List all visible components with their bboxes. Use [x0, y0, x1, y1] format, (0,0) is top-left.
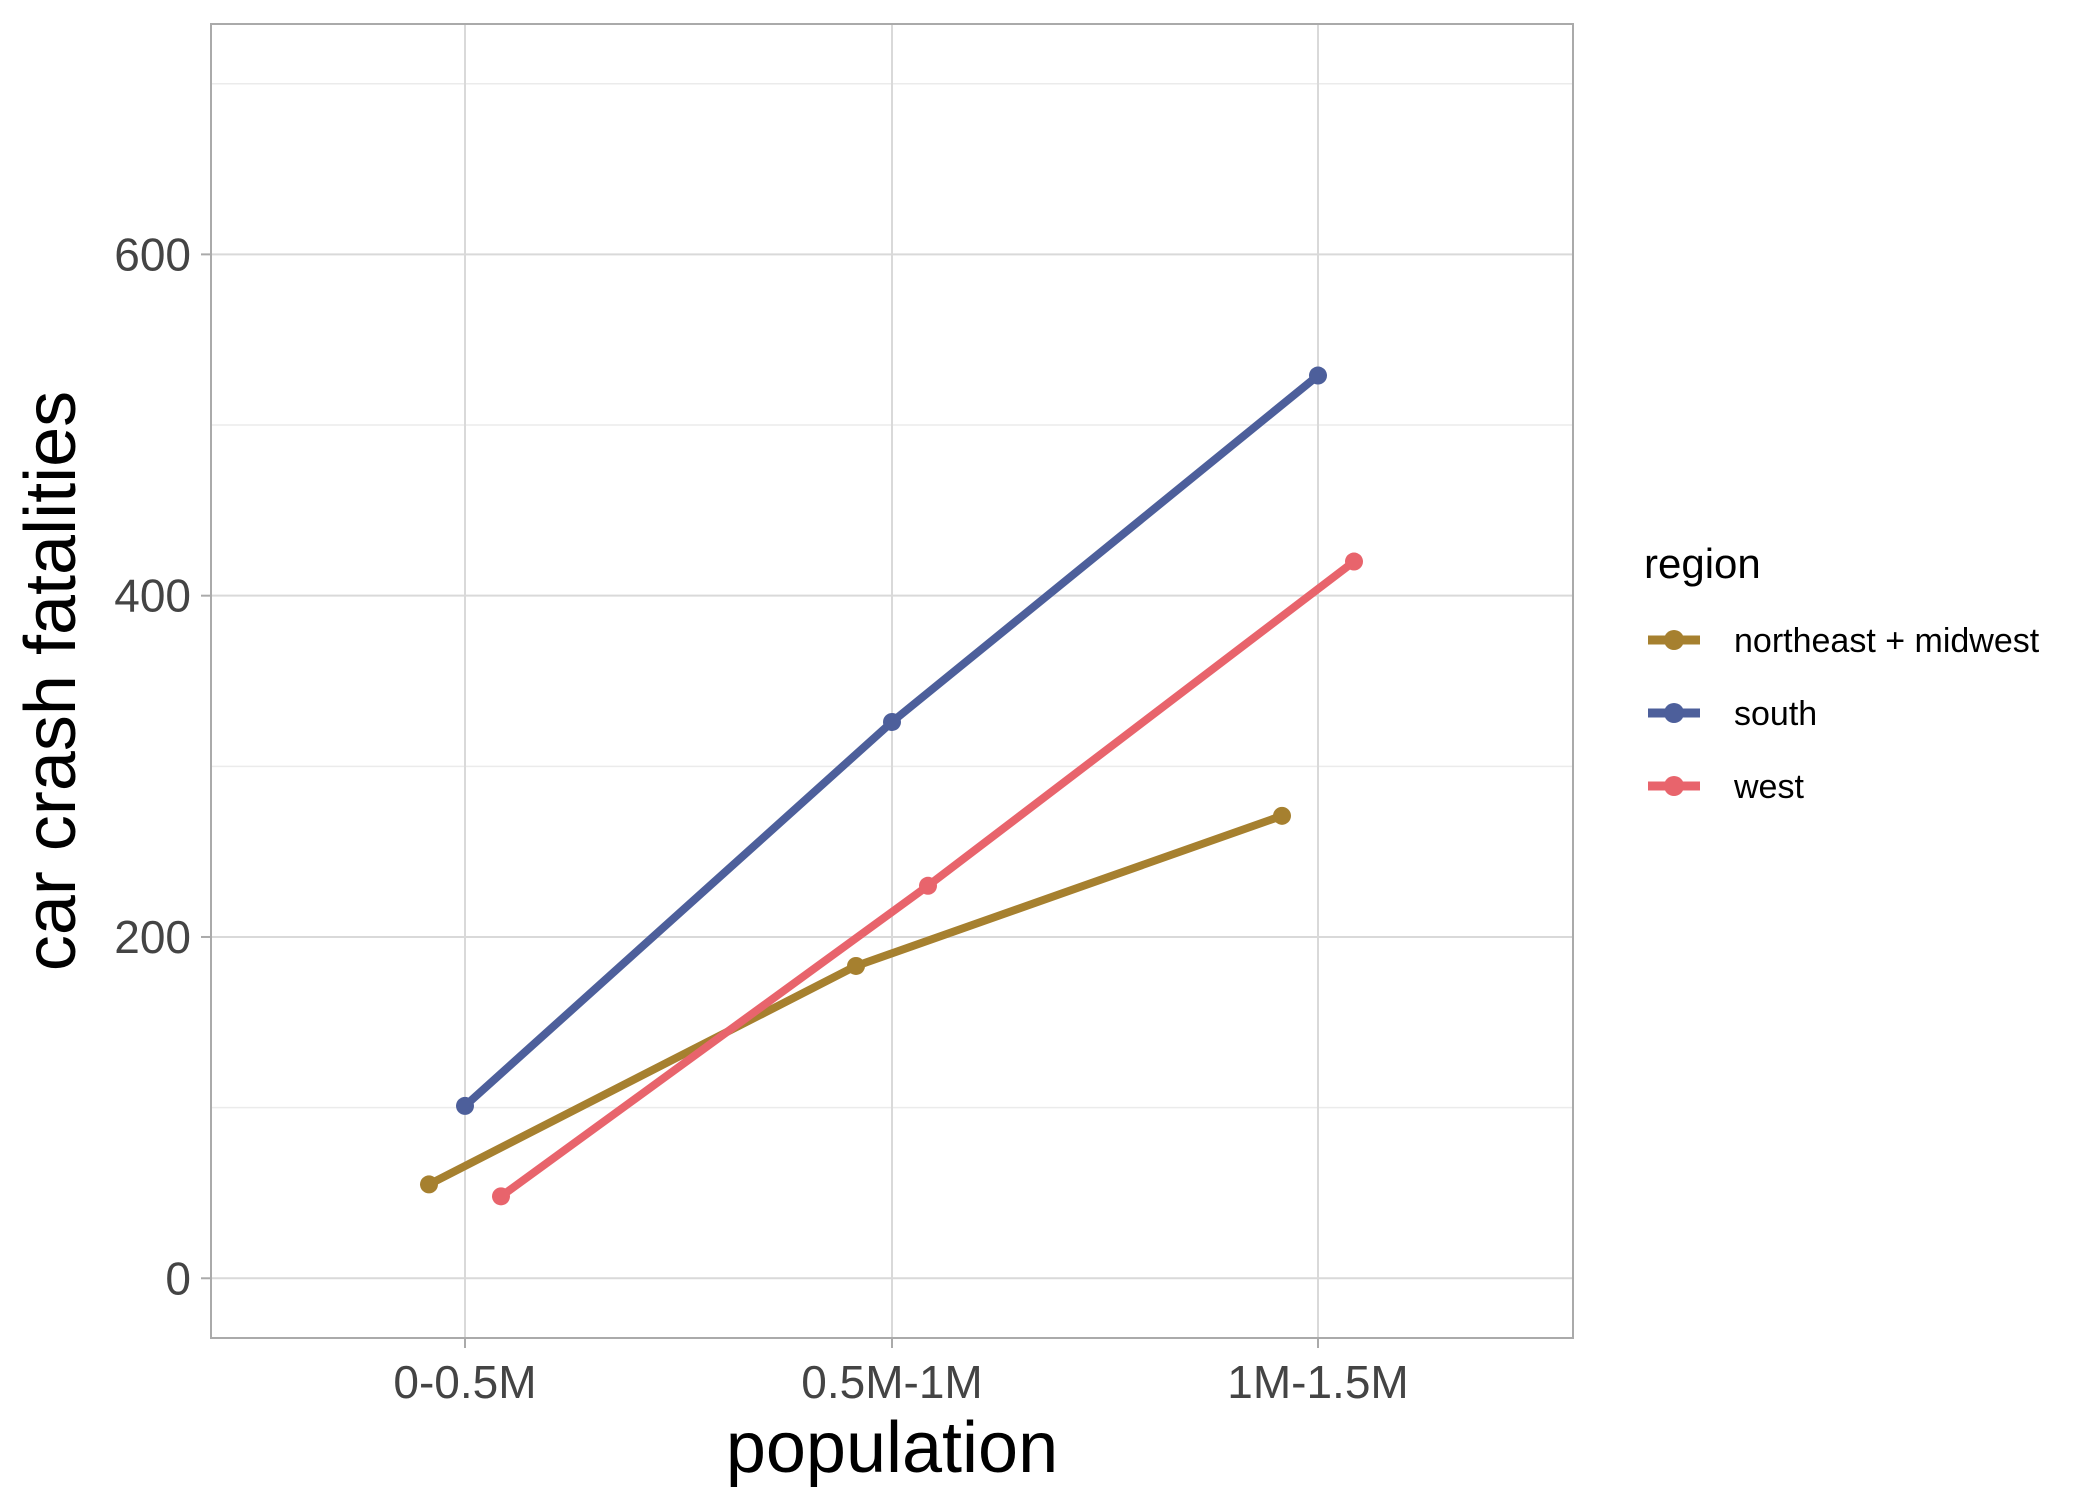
- data-point: [1345, 552, 1363, 571]
- x-axis-ticks: 0-0.5M 0.5M-1M 1M-1.5M: [393, 1338, 1409, 1408]
- x-tick-label: 0-0.5M: [393, 1356, 536, 1408]
- data-point: [847, 956, 865, 975]
- y-tick-label: 400: [114, 570, 191, 622]
- legend-key-point: [1664, 630, 1684, 650]
- data-point: [1309, 366, 1327, 385]
- legend-key-point: [1664, 703, 1684, 723]
- data-point: [1273, 806, 1291, 825]
- y-tick-label: 600: [114, 228, 191, 280]
- data-point: [919, 876, 937, 895]
- legend-item: south: [1648, 695, 1817, 733]
- data-point: [492, 1187, 510, 1206]
- legend-title: region: [1644, 540, 1761, 587]
- x-tick-label: 0.5M-1M: [801, 1356, 982, 1408]
- legend-label: west: [1733, 768, 1804, 806]
- x-tick-label: 1M-1.5M: [1227, 1356, 1408, 1408]
- y-axis-title: car crash fatalities: [11, 391, 91, 971]
- legend-items: northeast + midwest south west: [1648, 622, 2040, 806]
- legend: region northeast + midwest south west: [1644, 540, 2040, 806]
- legend-label: south: [1734, 695, 1817, 733]
- data-point: [883, 712, 901, 731]
- legend-item: west: [1648, 768, 1804, 806]
- y-tick-label: 200: [114, 911, 191, 963]
- data-point: [456, 1096, 474, 1115]
- series-1: [456, 366, 1327, 1115]
- series-lines: [420, 366, 1363, 1206]
- series-0: [420, 806, 1291, 1194]
- legend-item: northeast + midwest: [1648, 622, 2040, 660]
- y-axis-ticks: 0 200 400 600: [114, 228, 211, 1304]
- legend-key-point: [1664, 776, 1684, 796]
- y-tick-label: 0: [165, 1252, 191, 1304]
- data-point: [420, 1175, 438, 1194]
- x-axis-title: population: [726, 1408, 1058, 1488]
- series-2: [492, 552, 1363, 1206]
- grid-lines: [211, 24, 1573, 1338]
- legend-label: northeast + midwest: [1734, 622, 2040, 660]
